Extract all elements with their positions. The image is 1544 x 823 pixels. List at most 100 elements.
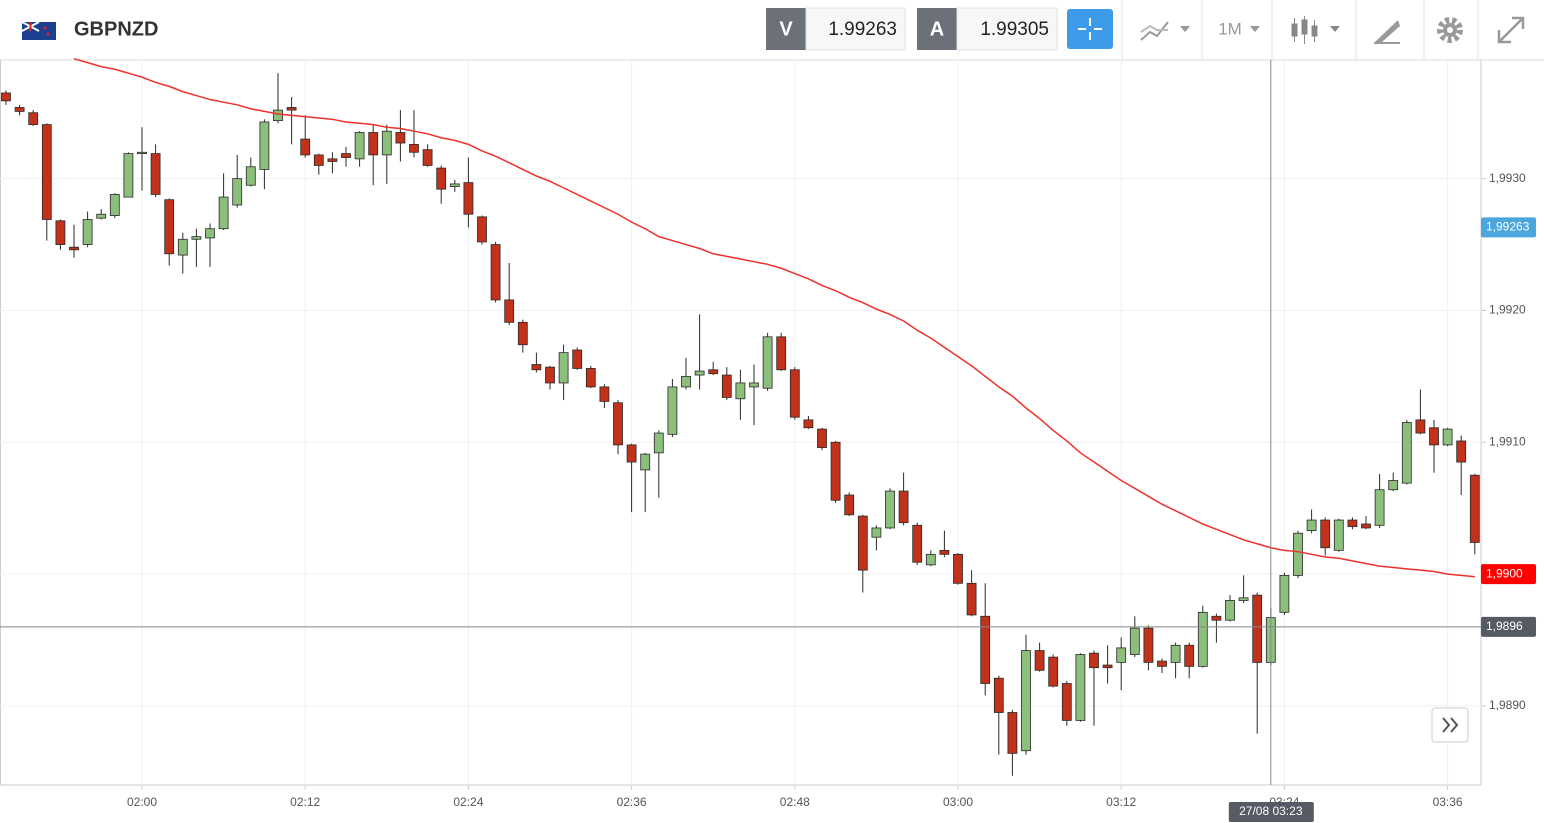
candle-body <box>531 364 542 371</box>
candle-body <box>681 375 691 388</box>
candle-body <box>1 92 11 102</box>
candle-body <box>1116 647 1127 663</box>
candle-body <box>1279 575 1290 613</box>
candle-body <box>1306 519 1317 531</box>
scroll-button[interactable] <box>1431 707 1469 743</box>
candle-body <box>1388 480 1399 491</box>
candle-body <box>354 132 365 160</box>
candle-body <box>341 153 351 158</box>
candle-body <box>694 370 705 376</box>
candle-body <box>1007 712 1018 754</box>
candle-body <box>1075 654 1086 721</box>
candle-body <box>1333 519 1344 551</box>
timeframe-button[interactable]: 1M <box>1218 19 1260 38</box>
price-label-box <box>1481 616 1536 637</box>
candle-body <box>885 490 895 529</box>
candle-body <box>477 216 487 243</box>
candle-body <box>1456 440 1467 463</box>
candle-body <box>613 402 623 446</box>
candle-body <box>150 153 161 195</box>
dropdown-arrow <box>1180 26 1190 32</box>
candle-body <box>1143 627 1154 663</box>
candle-body <box>1361 523 1371 529</box>
candle-body <box>205 228 215 239</box>
candle-body <box>1129 627 1140 655</box>
candle-body <box>735 382 746 400</box>
candle-body <box>137 151 147 154</box>
candle-body <box>789 369 800 418</box>
candle-body <box>300 138 311 156</box>
candle-body <box>857 515 868 571</box>
price-label-box <box>1481 217 1536 238</box>
crosshair-x-box <box>1228 802 1314 822</box>
icon-line <box>1140 24 1168 33</box>
crosshair-button[interactable] <box>1067 9 1113 49</box>
fullscreen-button[interactable] <box>1497 16 1525 44</box>
separators <box>1121 0 1479 60</box>
candle-body <box>55 220 66 245</box>
icon-line <box>1497 30 1511 44</box>
candle-body <box>14 107 25 112</box>
candle-body <box>1374 489 1385 526</box>
candle-body <box>871 527 882 538</box>
candle-body <box>708 369 719 375</box>
candle-body <box>69 246 79 251</box>
candle-body <box>28 112 39 125</box>
candle-body <box>667 386 678 435</box>
candle-body <box>1347 519 1358 528</box>
x-tick-label: 03:00 <box>943 795 973 809</box>
candle-body <box>898 490 909 524</box>
draw-button[interactable] <box>1374 20 1400 44</box>
icon-line <box>1450 717 1459 733</box>
plot: 1,9890 1,9900 1,9910 1,9920 1,9930 02:00 02:12… <box>0 57 1536 822</box>
candle-body <box>1469 474 1480 543</box>
candle-body <box>1225 600 1235 621</box>
candle-body <box>1157 660 1167 667</box>
y-tick-label: 1,9890 <box>1489 698 1526 712</box>
flag-star <box>43 26 47 30</box>
timeframe: 1M <box>1218 19 1242 38</box>
candle-body <box>286 107 297 111</box>
x-tick-label: 02:48 <box>780 795 810 809</box>
chart-type-button[interactable] <box>1140 21 1190 41</box>
candle-body <box>327 158 338 162</box>
candle-button[interactable] <box>1291 16 1340 44</box>
candle-body <box>41 124 52 220</box>
candle-body <box>1048 656 1059 687</box>
price-label-box <box>1481 564 1536 585</box>
candle-body <box>1034 650 1045 671</box>
x-tick-label: 02:00 <box>127 795 157 809</box>
candle-body <box>558 352 569 384</box>
y-tick-label: 1,9920 <box>1489 303 1526 317</box>
candle-body <box>1211 615 1222 621</box>
bid-label: V <box>779 18 793 40</box>
icon-gear-hole <box>1447 27 1453 33</box>
candle-body <box>1061 683 1072 721</box>
settings-button[interactable] <box>1437 17 1463 43</box>
candle-body <box>368 132 379 156</box>
price-label: 1,99263 <box>1486 220 1530 234</box>
flag <box>21 21 56 40</box>
candle-body <box>1238 597 1249 601</box>
candle-body <box>925 553 936 566</box>
candle-body <box>436 167 447 190</box>
ask-button[interactable] <box>917 8 957 50</box>
candle-body <box>953 553 963 584</box>
candle-body <box>1102 664 1113 669</box>
candle-body <box>123 153 134 198</box>
toolbar: GBPNZD V 1.99263 A 1.99305 1M <box>0 0 1544 61</box>
candle-body <box>1252 594 1263 663</box>
candle-body <box>1415 419 1426 434</box>
candle-body <box>504 299 515 323</box>
candle-body <box>109 194 120 216</box>
candle-body <box>572 349 583 369</box>
x-tick-label: 02:36 <box>617 795 647 809</box>
candle-body <box>1320 519 1331 549</box>
bid-button[interactable] <box>766 8 806 50</box>
price-label: 1,9900 <box>1486 566 1523 580</box>
candle-body <box>1442 428 1453 446</box>
candle-body <box>517 321 528 346</box>
icon-line <box>1499 18 1523 42</box>
